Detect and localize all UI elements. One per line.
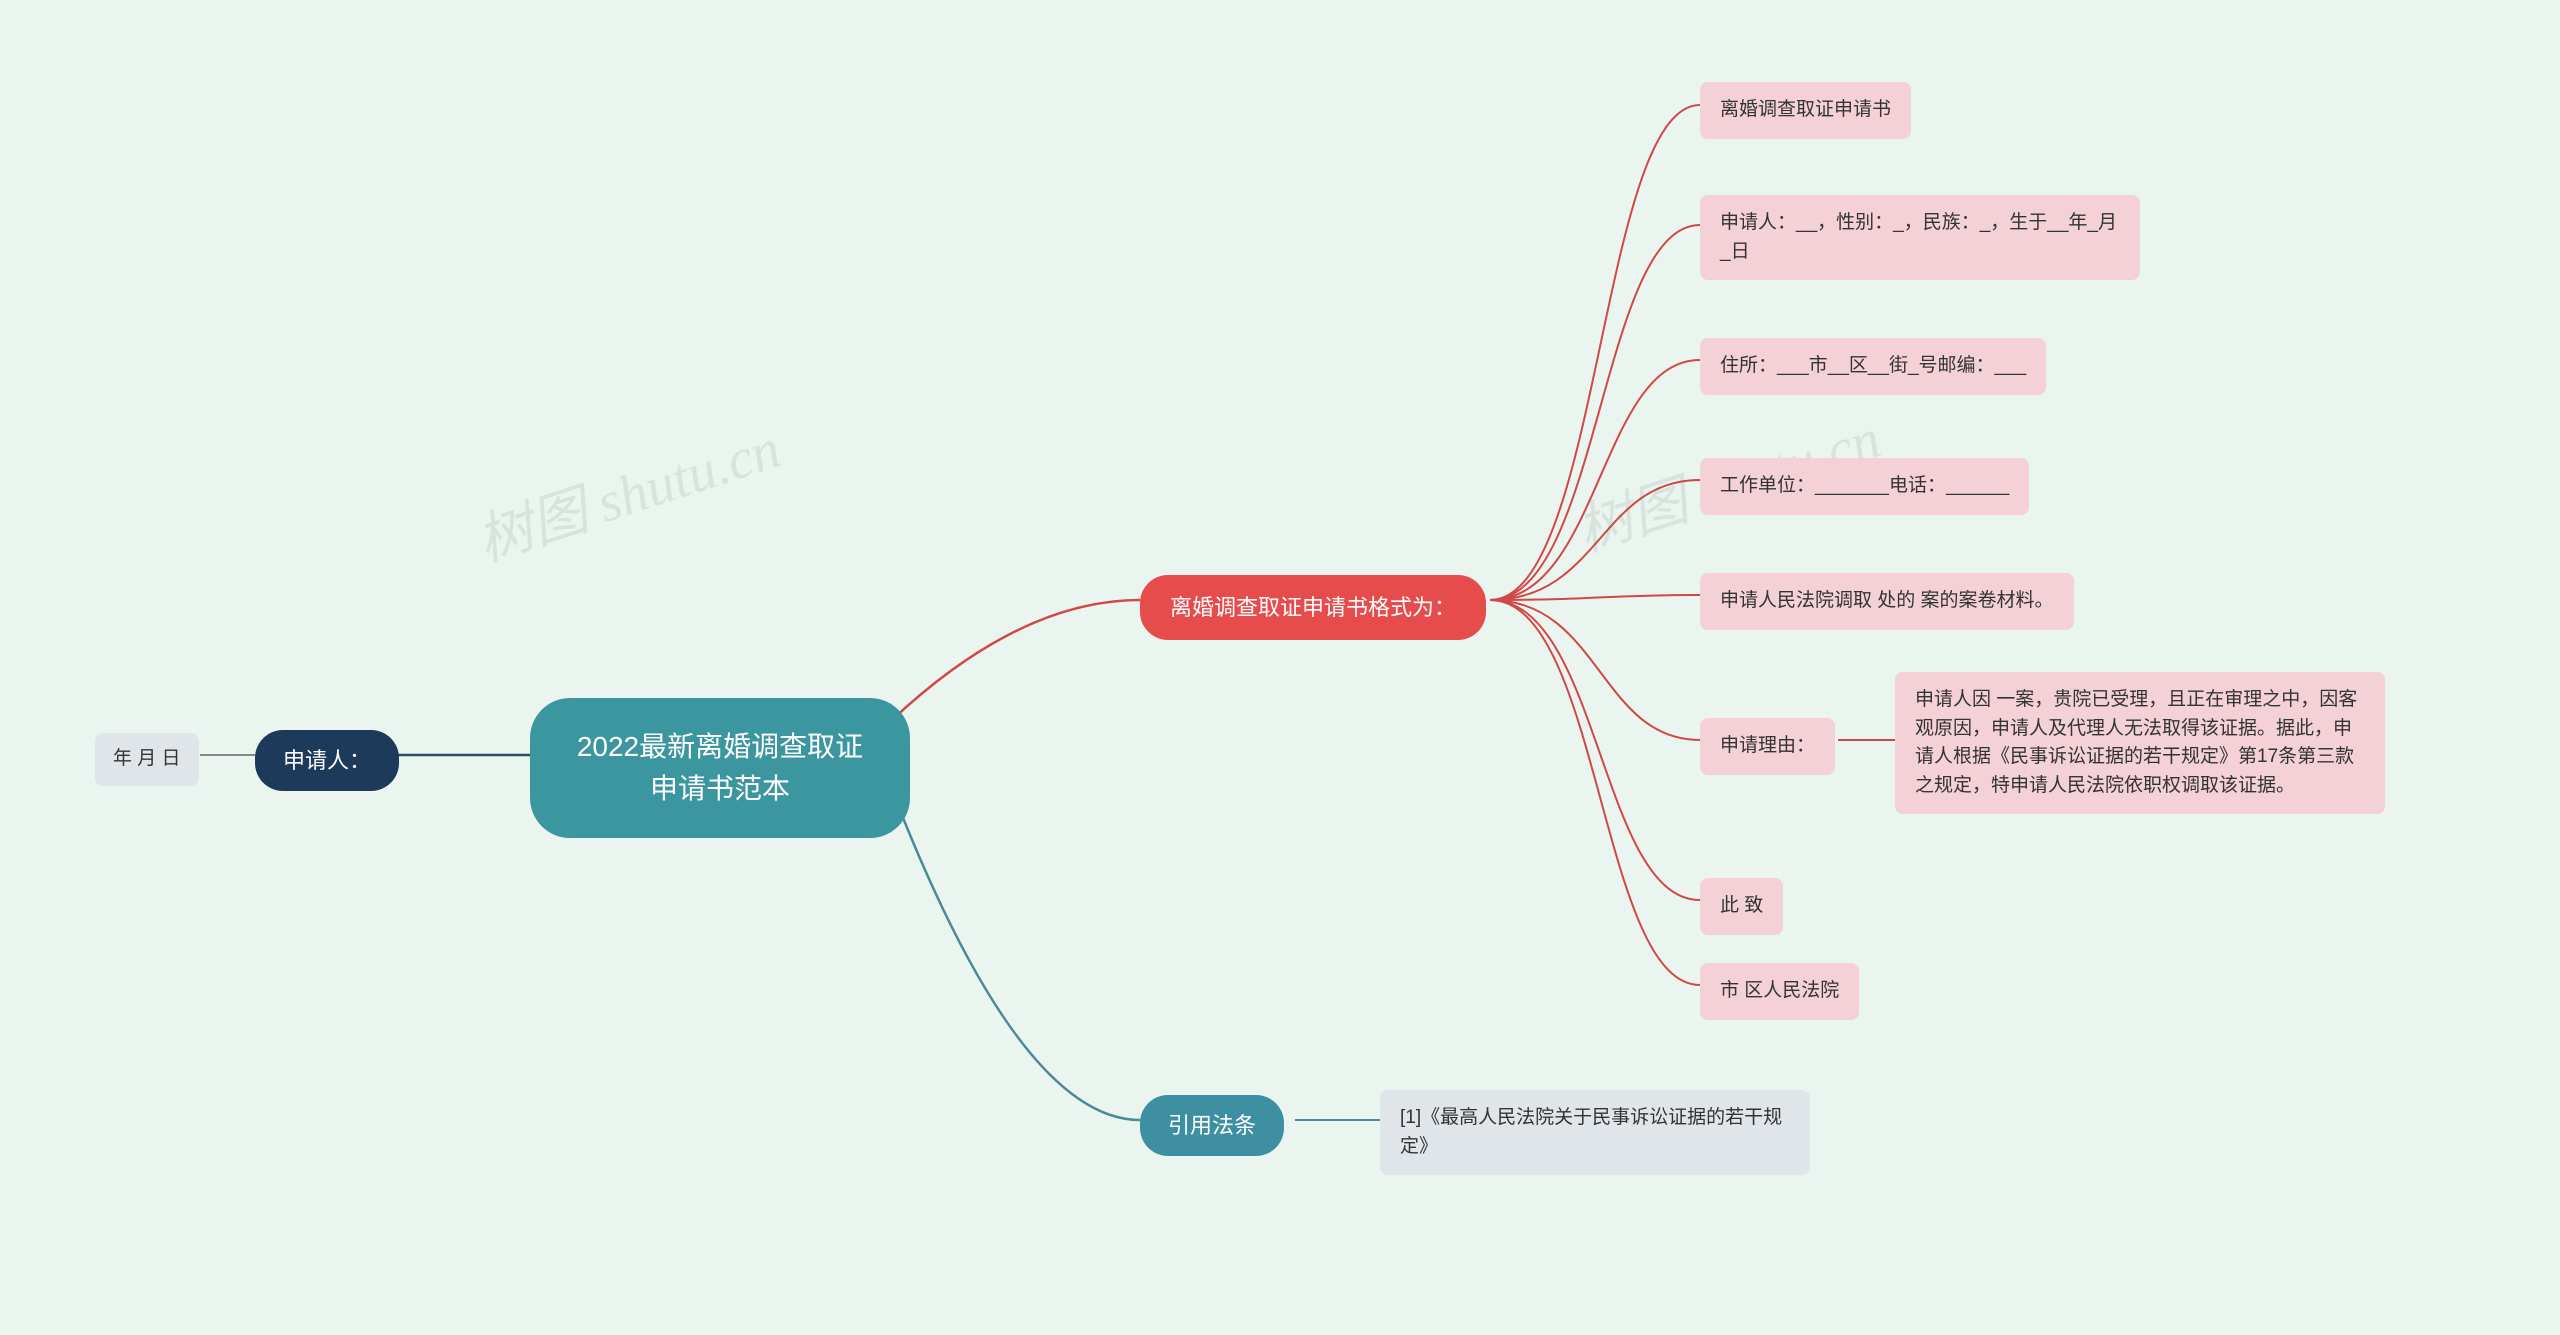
pink-leaf: 申请人民法院调取 处的 案的案卷材料。: [1700, 573, 2074, 630]
date-node: 年 月 日: [95, 733, 199, 786]
pink-leaf: 此 致: [1700, 878, 1783, 935]
format-node: 离婚调查取证申请书格式为：: [1140, 575, 1486, 640]
pink-leaf: 申请人：__，性别：_，民族：_，生于__年_月_日: [1700, 195, 2140, 280]
pink-leaf-extra: 申请人因 一案，贵院已受理，且正在审理之中，因客观原因，申请人及代理人无法取得该…: [1895, 672, 2385, 814]
pink-leaf: 工作单位：_______电话：______: [1700, 458, 2029, 515]
pink-leaf: 离婚调查取证申请书: [1700, 82, 1911, 139]
citation-leaf: [1]《最高人民法院关于民事诉讼证据的若干规定》: [1380, 1090, 1810, 1175]
applicant-node: 申请人：: [255, 730, 399, 791]
pink-leaf: 住所：___市__区__街_号邮编：___: [1700, 338, 2046, 395]
center-node: 2022最新离婚调查取证申请书范本: [530, 698, 910, 838]
citation-node: 引用法条: [1140, 1095, 1284, 1156]
pink-leaf: 市 区人民法院: [1700, 963, 1859, 1020]
pink-leaf: 申请理由：: [1700, 718, 1835, 775]
watermark: 树图 shutu.cn: [465, 403, 789, 577]
